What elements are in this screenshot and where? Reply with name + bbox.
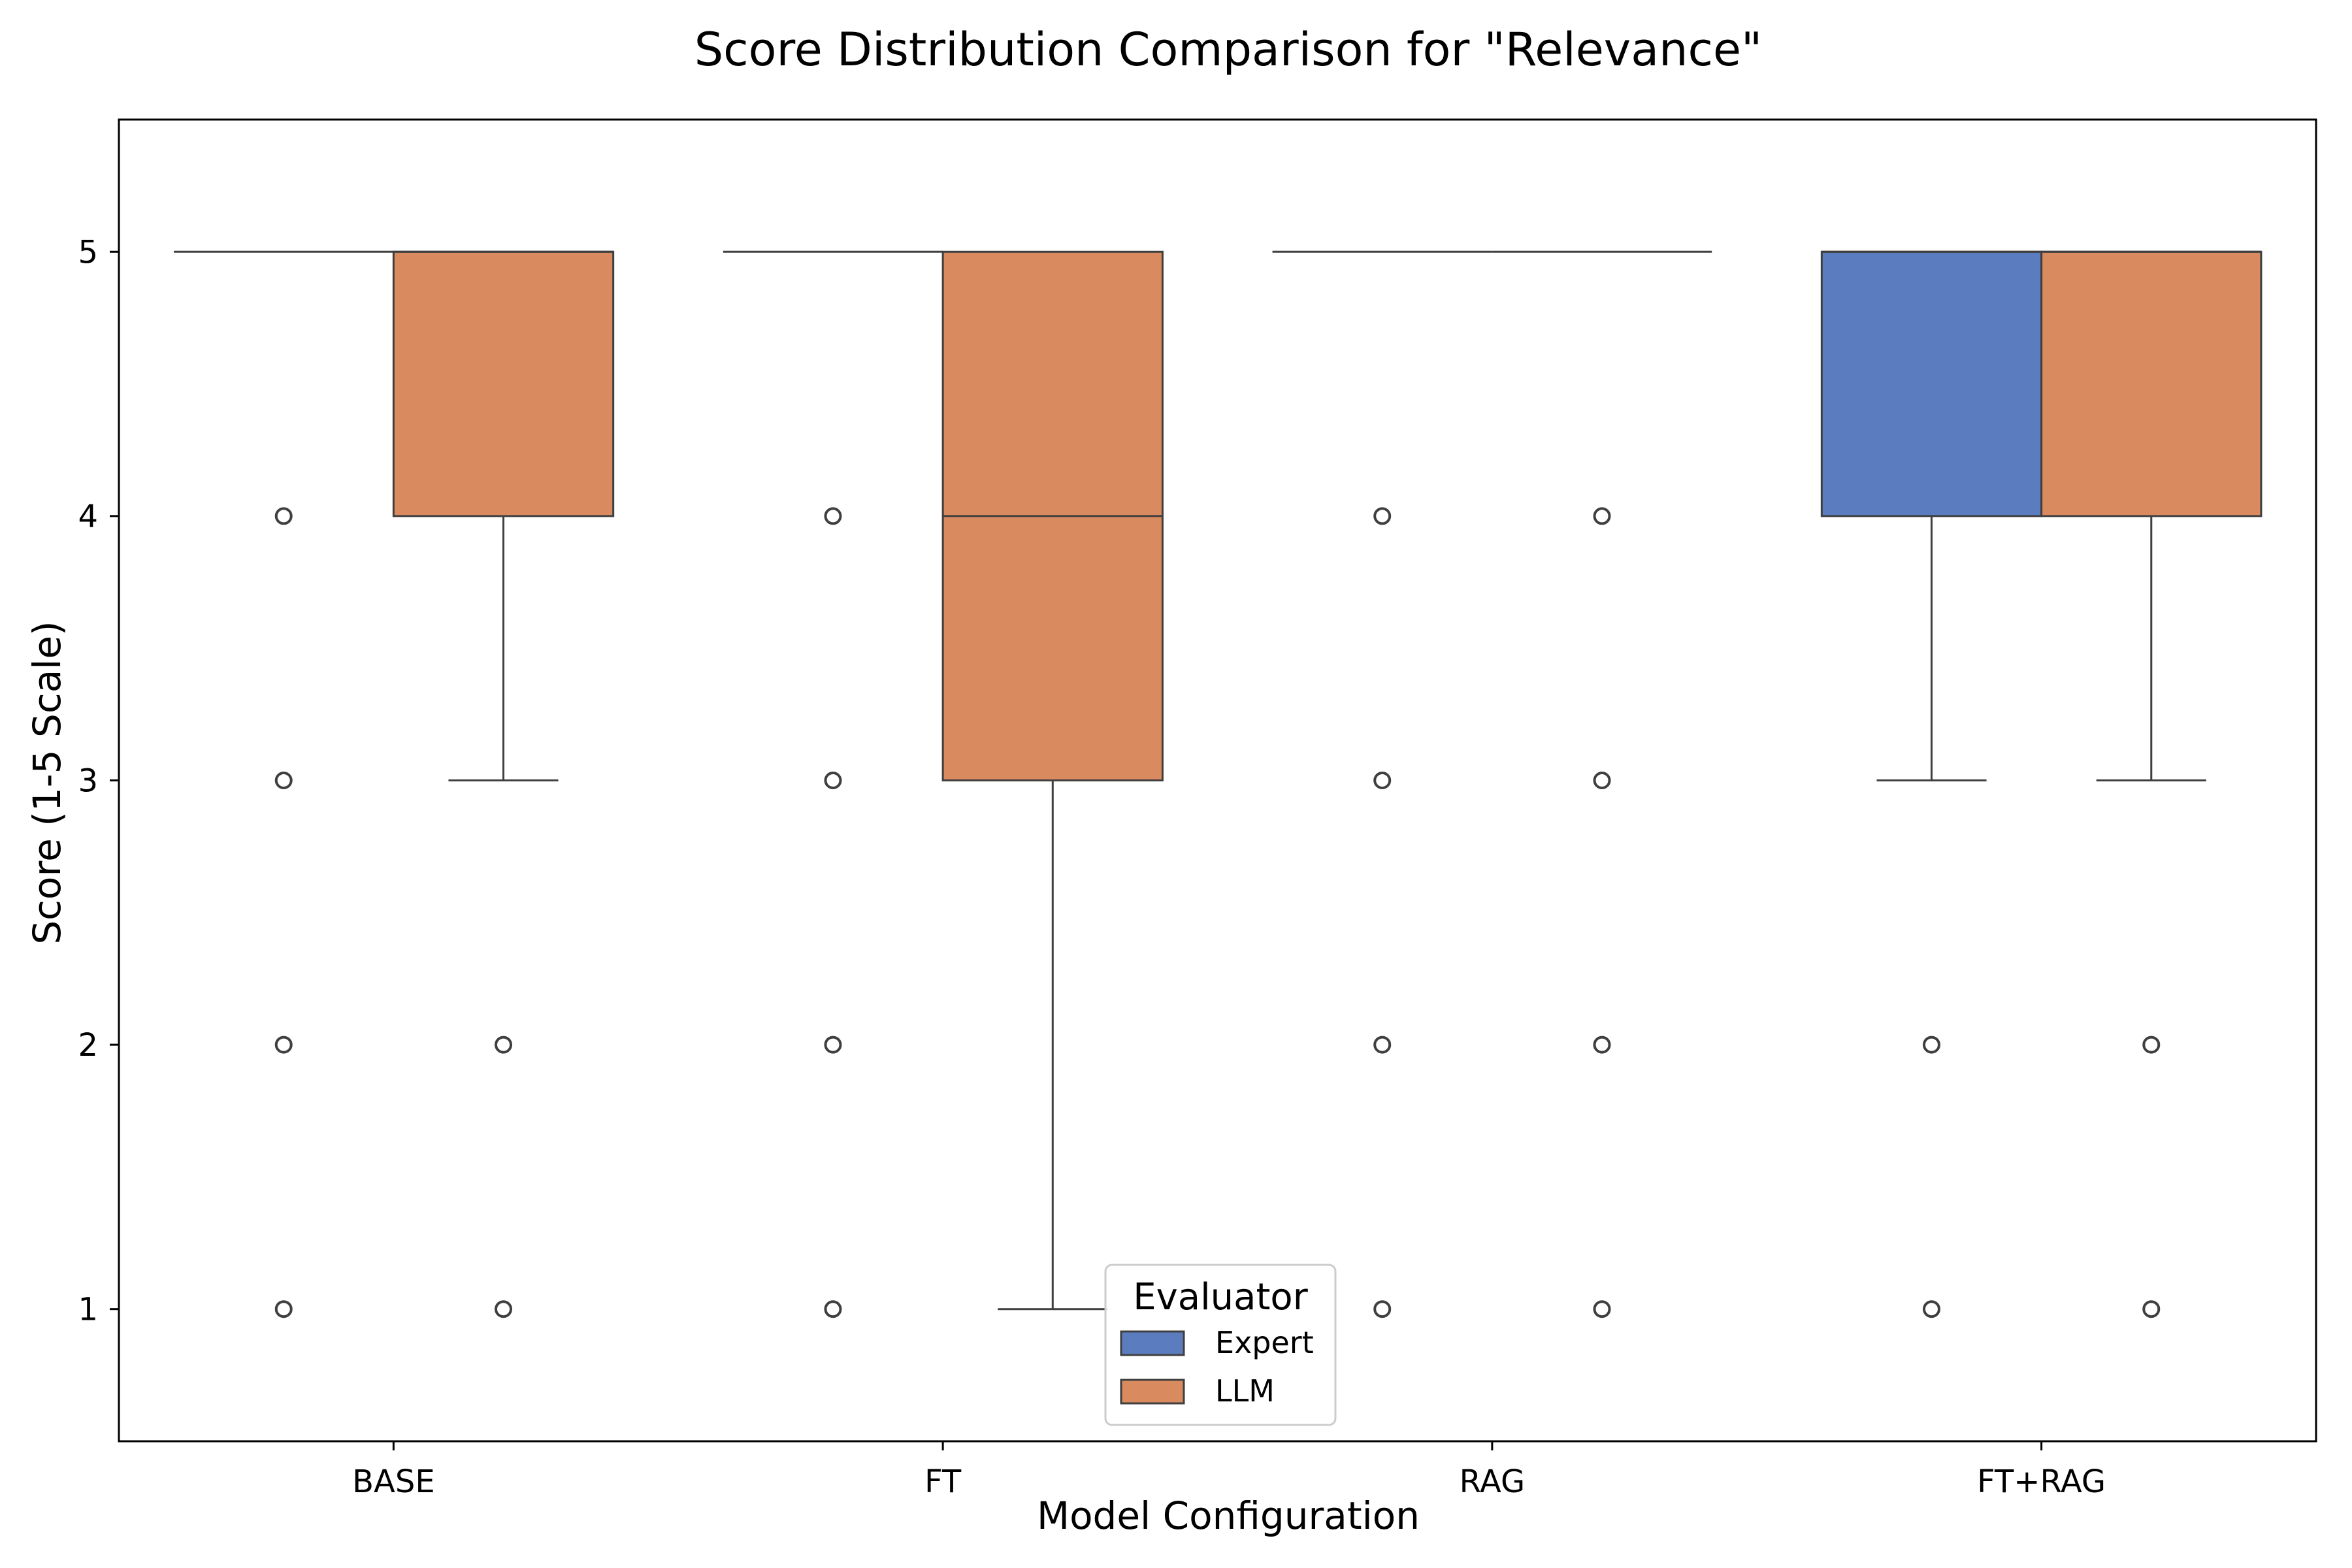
outlier-llm-rag-0 <box>1593 507 1611 525</box>
outlier-expert-base-1 <box>274 772 293 789</box>
legend-title: Evaluator <box>1133 1276 1308 1318</box>
x-axis-label: Model Configuration <box>1037 1494 1420 1538</box>
outlier-llm-rag-1 <box>1593 772 1611 789</box>
outlier-expert-ft-3 <box>824 1300 842 1318</box>
y-tick-label-5: 5 <box>78 234 98 270</box>
outlier-llm-rag-2 <box>1593 1036 1611 1054</box>
axes: 1 2 3 4 5 BASE FT RAG FT+RAG <box>78 118 2317 1500</box>
outlier-llm-base-1 <box>495 1300 513 1318</box>
legend: Evaluator Expert LLM <box>1104 1264 1337 1426</box>
outlier-expert-ft-0 <box>824 507 842 525</box>
y-tick-label-2: 2 <box>78 1027 98 1064</box>
chart-title: Score Distribution Comparison for "Relev… <box>694 23 1763 76</box>
legend-swatch-llm <box>1120 1379 1185 1405</box>
outlier-expert-rag-1 <box>1373 772 1392 789</box>
legend-label-expert: Expert <box>1215 1325 1314 1360</box>
outlier-expert-ft-2 <box>824 1036 842 1054</box>
box-expert-ft-rag <box>1820 250 2043 517</box>
legend-label-llm: LLM <box>1215 1373 1275 1409</box>
x-tick-label-base: BASE <box>352 1463 435 1500</box>
x-tick-label-rag: RAG <box>1460 1463 1526 1500</box>
plot-area <box>174 250 2262 1318</box>
outlier-llm-rag-3 <box>1593 1300 1611 1318</box>
box-llm-ft-rag <box>2040 250 2262 517</box>
outlier-expert-rag-2 <box>1373 1036 1392 1054</box>
x-tick-label-ft: FT <box>924 1463 962 1500</box>
outlier-llm-base-0 <box>495 1036 513 1054</box>
x-tick-label-ft-rag: FT+RAG <box>1977 1463 2106 1500</box>
outlier-expert-base-3 <box>274 1300 293 1318</box>
box-llm-base <box>392 250 615 517</box>
outlier-llm-ft-rag-1 <box>2142 1300 2161 1318</box>
y-tick-label-3: 3 <box>78 763 98 800</box>
outlier-llm-ft-rag-0 <box>2142 1036 2161 1054</box>
outlier-expert-base-0 <box>274 507 293 525</box>
y-axis-label: Score (1-5 Scale) <box>25 621 69 944</box>
y-tick-label-1: 1 <box>78 1292 98 1328</box>
outlier-expert-ft-rag-0 <box>1922 1036 1940 1054</box>
outlier-expert-ft-1 <box>824 772 842 789</box>
outlier-expert-base-2 <box>274 1036 293 1054</box>
outlier-expert-ft-rag-1 <box>1922 1300 1940 1318</box>
outlier-expert-rag-3 <box>1373 1300 1392 1318</box>
legend-swatch-expert <box>1120 1330 1185 1356</box>
y-tick-label-4: 4 <box>78 498 98 535</box>
outlier-expert-rag-0 <box>1373 507 1392 525</box>
